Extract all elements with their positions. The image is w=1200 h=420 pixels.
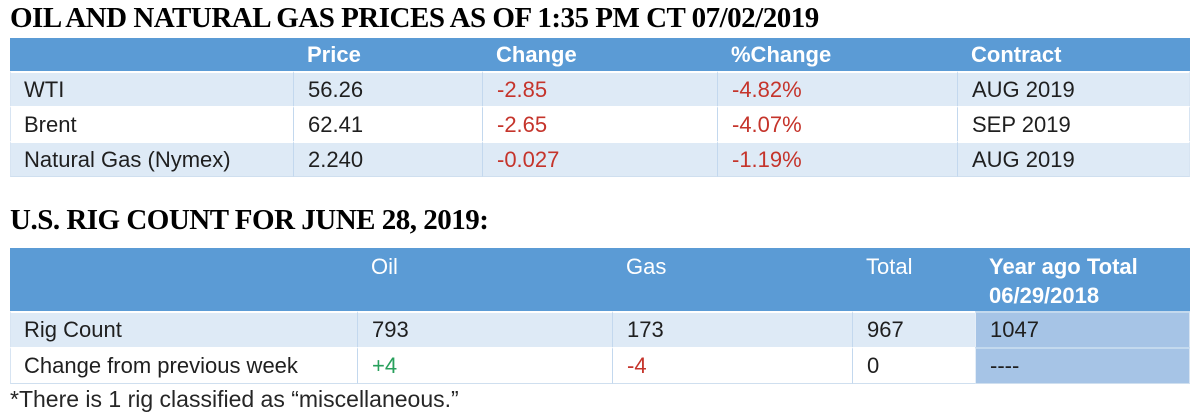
rig-count-table: Oil Gas Total Year ago Total 06/29/2018 … <box>10 248 1190 384</box>
change-value: -2.85 <box>482 71 717 106</box>
rig-row-label: Rig Count <box>10 311 357 347</box>
rig-header-row: Oil Gas Total Year ago Total 06/29/2018 <box>10 248 1190 311</box>
prices-header-row: Price Change %Change Contract <box>10 38 1190 71</box>
pct-change-value: -4.82% <box>717 71 957 106</box>
pct-change-value: -4.07% <box>717 106 957 141</box>
prices-title: OIL AND NATURAL GAS PRICES AS OF 1:35 PM… <box>10 2 819 34</box>
price-value: 62.41 <box>293 106 482 141</box>
table-row-weekly-change: Change from previous week +4 -4 0 ---- <box>10 347 1190 384</box>
table-row-rig-count: Rig Count 793 173 967 1047 <box>10 311 1190 347</box>
prices-header-name <box>10 38 293 71</box>
contract-value: AUG 2019 <box>957 71 1190 106</box>
contract-value: AUG 2019 <box>957 141 1190 177</box>
price-value: 2.240 <box>293 141 482 177</box>
commodity-name: WTI <box>10 71 293 106</box>
prices-header-contract: Contract <box>957 38 1190 71</box>
contract-value: SEP 2019 <box>957 106 1190 141</box>
rig-year-ago-change: ---- <box>975 347 1190 384</box>
rig-gas-change: -4 <box>612 347 852 384</box>
commodity-name: Brent <box>10 106 293 141</box>
rig-gas-value: 173 <box>612 311 852 347</box>
table-row-natural-gas: Natural Gas (Nymex) 2.240 -0.027 -1.19% … <box>10 141 1190 177</box>
rig-count-title: U.S. RIG COUNT FOR JUNE 28, 2019: <box>10 204 489 236</box>
rig-year-ago-value: 1047 <box>975 311 1190 347</box>
rig-total-change: 0 <box>852 347 975 384</box>
miscellaneous-rig-footnote: *There is 1 rig classified as “miscellan… <box>10 386 459 412</box>
rig-header-oil: Oil <box>357 248 612 311</box>
change-value: -2.65 <box>482 106 717 141</box>
rig-oil-value: 793 <box>357 311 612 347</box>
change-value: -0.027 <box>482 141 717 177</box>
rig-row-label: Change from previous week <box>10 347 357 384</box>
rig-header-gas: Gas <box>612 248 852 311</box>
year-ago-total-line1: Year ago Total <box>989 254 1138 279</box>
rig-header-name <box>10 248 357 311</box>
pct-change-value: -1.19% <box>717 141 957 177</box>
table-row-wti: WTI 56.26 -2.85 -4.82% AUG 2019 <box>10 71 1190 106</box>
prices-table: Price Change %Change Contract WTI 56.26 … <box>10 38 1190 177</box>
price-value: 56.26 <box>293 71 482 106</box>
prices-header-pct-change: %Change <box>717 38 957 71</box>
rig-oil-change: +4 <box>357 347 612 384</box>
table-row-brent: Brent 62.41 -2.65 -4.07% SEP 2019 <box>10 106 1190 141</box>
rig-header-total: Total <box>852 248 975 311</box>
commodity-name: Natural Gas (Nymex) <box>10 141 293 177</box>
year-ago-total-line2: 06/29/2018 <box>989 283 1100 308</box>
rig-total-value: 967 <box>852 311 975 347</box>
prices-header-change: Change <box>482 38 717 71</box>
rig-header-year-ago-total: Year ago Total 06/29/2018 <box>975 248 1190 311</box>
prices-header-price: Price <box>293 38 482 71</box>
